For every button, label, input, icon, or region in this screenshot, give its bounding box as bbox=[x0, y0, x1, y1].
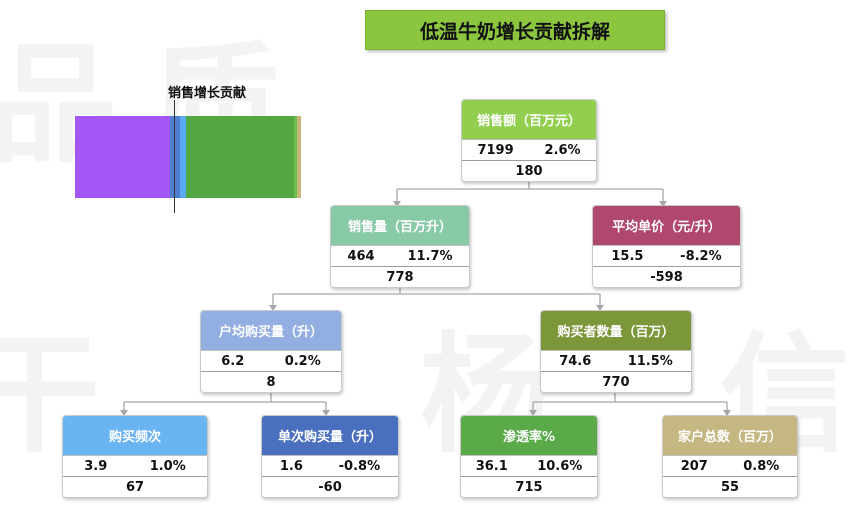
node-header: 购买频次 bbox=[63, 416, 207, 456]
node-header: 家户总数（百万） bbox=[663, 416, 797, 456]
node-contribution: 778 bbox=[386, 269, 414, 285]
node-per-household: 户均购买量（升） 6.2 0.2% 8 bbox=[200, 310, 342, 393]
node-growth: 0.2% bbox=[284, 353, 321, 369]
bar-segment bbox=[185, 116, 294, 198]
node-metrics: 7199 2.6% bbox=[462, 140, 596, 161]
node-value: 15.5 bbox=[611, 248, 644, 264]
node-value: 74.6 bbox=[559, 353, 592, 369]
bar-segment bbox=[293, 116, 297, 198]
node-header: 平均单价（元/升） bbox=[593, 206, 740, 246]
node-header: 购买者数量（百万） bbox=[541, 311, 691, 351]
node-growth: -8.2% bbox=[680, 248, 722, 264]
arrowhead bbox=[596, 305, 604, 311]
bar-segment bbox=[180, 116, 186, 198]
node-growth: 0.8% bbox=[743, 458, 780, 474]
node-contribution: 715 bbox=[515, 479, 543, 495]
node-contribution: -598 bbox=[650, 269, 683, 285]
node-contribution: 770 bbox=[602, 374, 630, 390]
node-per-trip: 单次购买量（升） 1.6 -0.8% -60 bbox=[261, 415, 399, 498]
node-metrics: 36.1 10.6% bbox=[461, 456, 597, 477]
bar-segment bbox=[296, 116, 301, 198]
arrowhead bbox=[529, 410, 537, 416]
node-value: 464 bbox=[347, 248, 375, 264]
node-price: 平均单价（元/升） 15.5 -8.2% -598 bbox=[592, 205, 741, 288]
node-value: 1.6 bbox=[279, 458, 303, 474]
contribution-bar-label: 销售增长贡献 bbox=[168, 86, 247, 101]
bar-segment bbox=[75, 116, 171, 198]
node-contribution: 8 bbox=[266, 374, 276, 390]
node-metrics: 207 0.8% bbox=[663, 456, 797, 477]
node-frequency: 购买频次 3.9 1.0% 67 bbox=[62, 415, 208, 498]
node-value: 6.2 bbox=[221, 353, 245, 369]
node-metrics: 15.5 -8.2% bbox=[593, 246, 740, 267]
node-header: 销售额（百万元） bbox=[462, 100, 596, 140]
arrowhead bbox=[723, 410, 731, 416]
node-households: 家户总数（百万） 207 0.8% 55 bbox=[662, 415, 798, 498]
contribution-marker-line bbox=[174, 100, 175, 213]
arrowhead bbox=[659, 201, 667, 207]
node-penetration: 渗透率% 36.1 10.6% 715 bbox=[460, 415, 598, 498]
node-contribution: 67 bbox=[125, 479, 145, 495]
node-growth: 11.5% bbox=[627, 353, 673, 369]
node-value: 3.9 bbox=[84, 458, 108, 474]
node-contribution: -60 bbox=[318, 479, 342, 495]
arrowhead bbox=[393, 201, 401, 207]
node-metrics: 74.6 11.5% bbox=[541, 351, 691, 372]
node-growth: 11.7% bbox=[407, 248, 453, 264]
node-growth: -0.8% bbox=[338, 458, 381, 474]
node-header: 销售量（百万升） bbox=[331, 206, 469, 246]
node-metrics: 3.9 1.0% bbox=[63, 456, 207, 477]
node-header: 渗透率% bbox=[461, 416, 597, 456]
page-title: 低温牛奶增长贡献拆解 bbox=[365, 10, 665, 50]
node-header: 单次购买量（升） bbox=[262, 416, 398, 456]
node-metrics: 1.6 -0.8% bbox=[262, 456, 398, 477]
connector-per-household bbox=[123, 388, 327, 414]
arrowhead bbox=[269, 305, 277, 311]
node-metrics: 6.2 0.2% bbox=[201, 351, 341, 372]
node-value: 7199 bbox=[477, 142, 514, 158]
node-contribution: 180 bbox=[515, 163, 543, 179]
node-growth: 1.0% bbox=[149, 458, 186, 474]
node-buyers: 购买者数量（百万） 74.6 11.5% 770 bbox=[540, 310, 692, 393]
node-metrics: 464 11.7% bbox=[331, 246, 469, 267]
node-volume: 销售量（百万升） 464 11.7% 778 bbox=[330, 205, 470, 288]
arrowhead bbox=[322, 410, 330, 416]
node-growth: 10.6% bbox=[537, 458, 583, 474]
node-value: 207 bbox=[680, 458, 708, 474]
node-contribution: 55 bbox=[720, 479, 740, 495]
connector-sales bbox=[396, 180, 664, 205]
connector-buyers bbox=[532, 388, 728, 414]
contribution-stacked-bar bbox=[75, 116, 301, 198]
node-header: 户均购买量（升） bbox=[201, 311, 341, 351]
node-sales: 销售额（百万元） 7199 2.6% 180 bbox=[461, 99, 597, 182]
node-growth: 2.6% bbox=[544, 142, 581, 158]
bar-segment bbox=[170, 116, 181, 198]
arrowhead bbox=[120, 410, 128, 416]
node-value: 36.1 bbox=[475, 458, 508, 474]
